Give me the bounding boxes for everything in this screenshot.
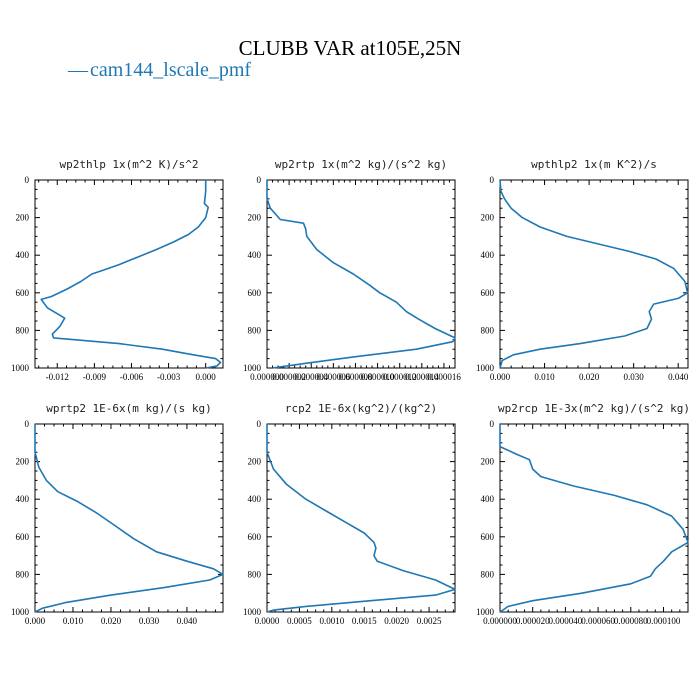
x-tick-label: 0.000100 xyxy=(647,616,681,626)
y-tick-label: 600 xyxy=(248,288,262,298)
y-tick-label: 0 xyxy=(257,419,262,429)
x-tick-label: 0.000000 xyxy=(483,616,517,626)
x-tick-label: 0.000012 xyxy=(383,372,417,382)
x-tick-label: 0.030 xyxy=(139,616,160,626)
x-tick-label: 0.0010 xyxy=(319,616,344,626)
panel-title: wprtp2 1E-6x(m kg)/(s kg) xyxy=(46,402,212,415)
x-tick-label: 0.000016 xyxy=(427,372,461,382)
y-tick-label: 600 xyxy=(16,532,30,542)
series-line-cam144_lscale_pmf xyxy=(499,179,689,369)
x-tick-label: 0.000060 xyxy=(581,616,615,626)
y-tick-label: 400 xyxy=(248,250,262,260)
chart-panel-4: wprtp2 1E-6x(m kg)/(s kg) 0 200 400 600 800 10… xyxy=(11,402,224,626)
x-tick-label: 0.000014 xyxy=(405,372,439,382)
panel-title: wp2thlp 1x(m^2 K)/s^2 xyxy=(59,158,198,171)
x-tick-label: -0.003 xyxy=(157,372,181,382)
x-tick-label: 0.000 xyxy=(490,372,511,382)
panel-title: rcp2 1E-6x(kg^2)/(kg^2) xyxy=(285,402,437,415)
series-line-cam144_lscale_pmf xyxy=(266,424,456,613)
chart-panel-6: wp2rcp 1E-3x(m^2 kg)/(s^2 kg)0 200 400 600 8… xyxy=(476,402,690,626)
x-tick-label: 0.000002 xyxy=(272,372,306,382)
x-tick-label: 0.000008 xyxy=(339,372,373,382)
legend-label: cam144_lscale_pmf xyxy=(90,59,251,81)
x-tick-label: 0.0000 xyxy=(255,616,280,626)
x-tick-label: 0.040 xyxy=(668,372,689,382)
x-tick-label: 0.020 xyxy=(579,372,600,382)
y-tick-label: 0 xyxy=(490,419,495,429)
x-tick-label: -0.009 xyxy=(83,372,107,382)
y-tick-label: 1000 xyxy=(11,607,30,617)
series-line-cam144_lscale_pmf xyxy=(499,424,689,613)
y-tick-label: 400 xyxy=(481,250,495,260)
x-tick-label: 0.000010 xyxy=(361,372,395,382)
x-tick-label: 0.000006 xyxy=(316,372,350,382)
panel-grid: wp2thlp 1x(m^2 K)/s^2 0 200 400 600 800 1000 -0… xyxy=(11,158,690,626)
y-tick-label: 800 xyxy=(248,569,262,579)
y-tick-label: 0 xyxy=(25,419,30,429)
x-tick-label: 0.000 xyxy=(196,372,217,382)
x-tick-label: 0.000000 xyxy=(250,372,284,382)
panel-title: wp2rcp 1E-3x(m^2 kg)/(s^2 kg) xyxy=(498,402,690,415)
x-tick-label: 0.0025 xyxy=(417,616,442,626)
x-tick-label: 0.000 xyxy=(25,616,46,626)
y-tick-label: 0 xyxy=(257,175,262,185)
chart-panel-5: rcp2 1E-6x(kg^2)/(kg^2) 0 200 400 600 800 1000… xyxy=(243,402,456,626)
chart-panel-2: wp2rtp 1x(m^2 kg)/(s^2 kg) 0 200 400 600 800 1… xyxy=(243,158,461,382)
y-tick-label: 800 xyxy=(16,569,30,579)
series-line-cam144_lscale_pmf xyxy=(266,180,456,369)
chart-panel-3: wpthlp2 1x(m K^2)/s 0 200 400 600 800 10000.00… xyxy=(476,158,689,382)
y-tick-label: 0 xyxy=(490,175,495,185)
x-tick-label: 0.0005 xyxy=(287,616,312,626)
x-tick-label: -0.006 xyxy=(120,372,144,382)
y-tick-label: 400 xyxy=(16,250,30,260)
panel-title: wp2rtp 1x(m^2 kg)/(s^2 kg) xyxy=(275,158,447,171)
x-tick-label: 0.0020 xyxy=(384,616,409,626)
figure-title: CLUBB VAR at105E,25N xyxy=(239,36,462,60)
x-tick-label: 0.000004 xyxy=(294,372,328,382)
legend: — cam144_lscale_pmf xyxy=(67,59,251,81)
y-tick-label: 600 xyxy=(481,532,495,542)
y-tick-label: 600 xyxy=(16,288,30,298)
series-line-cam144_lscale_pmf xyxy=(34,424,224,613)
y-tick-label: 1000 xyxy=(11,363,30,373)
chart-panel-1: wp2thlp 1x(m^2 K)/s^2 0 200 400 600 800 1000 -0… xyxy=(11,158,224,382)
x-tick-label: 0.030 xyxy=(624,372,645,382)
x-tick-label: 0.020 xyxy=(101,616,122,626)
x-tick-label: 0.000080 xyxy=(614,616,648,626)
x-tick-label: -0.012 xyxy=(46,372,69,382)
y-tick-label: 1000 xyxy=(243,607,262,617)
y-tick-label: 200 xyxy=(16,457,30,467)
y-tick-label: 800 xyxy=(248,325,262,335)
y-tick-label: 1000 xyxy=(476,607,495,617)
y-tick-label: 800 xyxy=(481,569,495,579)
y-tick-label: 200 xyxy=(481,457,495,467)
x-tick-label: 0.040 xyxy=(177,616,198,626)
y-tick-label: 400 xyxy=(248,494,262,504)
y-tick-label: 1000 xyxy=(476,363,495,373)
series-line-cam144_lscale_pmf xyxy=(40,180,222,369)
y-tick-label: 200 xyxy=(248,213,262,223)
y-tick-label: 400 xyxy=(481,494,495,504)
y-tick-label: 600 xyxy=(481,288,495,298)
y-tick-label: 200 xyxy=(248,457,262,467)
x-tick-label: 0.010 xyxy=(534,372,555,382)
x-tick-label: 0.000020 xyxy=(516,616,550,626)
x-tick-label: 0.010 xyxy=(63,616,84,626)
y-tick-label: 600 xyxy=(248,532,262,542)
y-tick-label: 400 xyxy=(16,494,30,504)
y-tick-label: 800 xyxy=(16,325,30,335)
x-tick-label: 0.0015 xyxy=(352,616,377,626)
y-tick-label: 1000 xyxy=(243,363,262,373)
y-tick-label: 200 xyxy=(481,213,495,223)
y-tick-label: 800 xyxy=(481,325,495,335)
legend-marker: — xyxy=(67,59,89,81)
y-tick-label: 200 xyxy=(16,213,30,223)
y-tick-label: 0 xyxy=(25,175,30,185)
x-tick-label: 0.000040 xyxy=(549,616,583,626)
panel-title: wpthlp2 1x(m K^2)/s xyxy=(531,158,657,171)
